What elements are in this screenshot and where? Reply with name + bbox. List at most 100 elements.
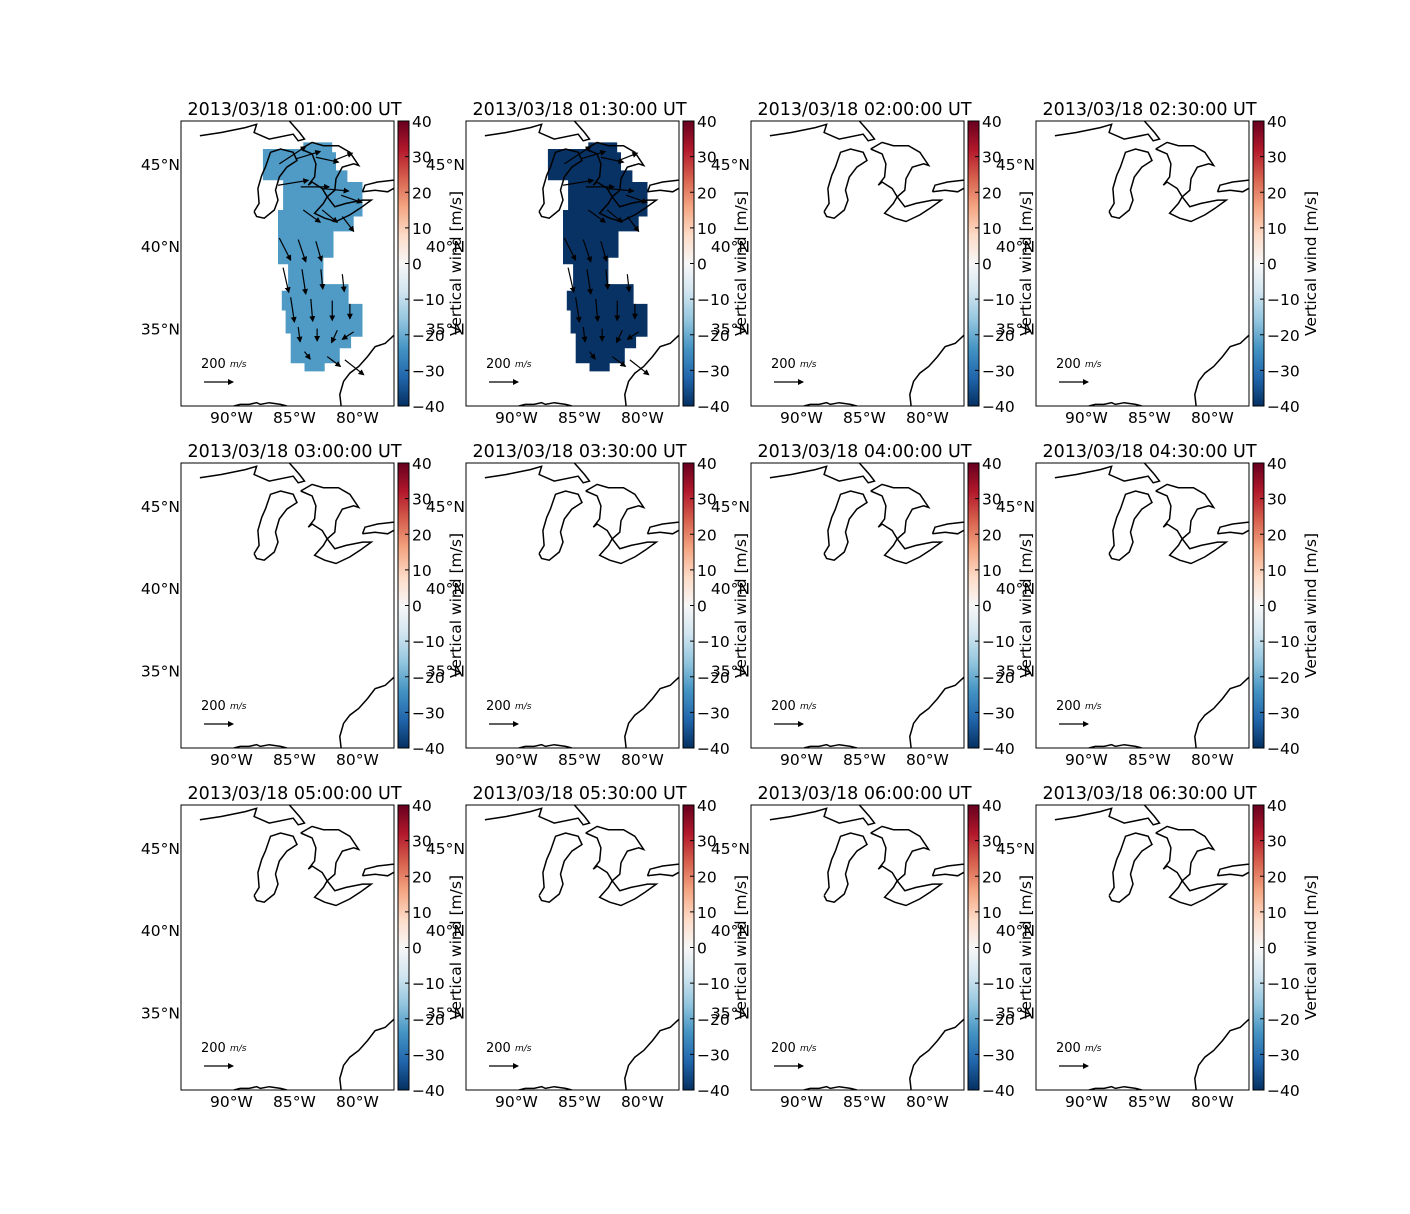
colorbar-tick-label: −30 [697, 704, 730, 722]
wind-vector [563, 145, 592, 165]
wind-vector [278, 237, 292, 262]
wind-vector [611, 356, 627, 368]
map-layer [769, 121, 964, 406]
wind-vector [315, 156, 340, 165]
colorbar-tick-label: −30 [412, 704, 445, 722]
wind-vector [563, 237, 577, 262]
lat-tick-label: 35°N [141, 663, 180, 681]
axes-frame [1035, 120, 1250, 407]
wind-vector [594, 298, 601, 323]
map-panel: 2013/03/18 03:30:00 UT 200 m/s 90°W 85°W 80°… [426, 442, 750, 769]
map-layer [199, 463, 394, 748]
colorbar-tick-label: 30 [1267, 149, 1287, 167]
map-panel: 2013/03/18 01:00:00 UT 200 m/s 90°W 85°W 80°… [141, 100, 465, 427]
map-panel: 2013/03/18 05:00:00 UT 200 m/s 90°W 85°W 80°… [141, 784, 465, 1111]
lon-tick-label: 85°W [843, 409, 886, 427]
coastline [803, 743, 858, 748]
wind-vector [581, 326, 588, 343]
coastline [1155, 141, 1216, 198]
colorbar-tick-label: −40 [982, 740, 1015, 758]
coastline [585, 141, 646, 198]
lon-tick-label: 90°W [780, 751, 823, 769]
lon-tick-label: 80°W [621, 409, 664, 427]
colorbar-tick-label: 30 [697, 833, 717, 851]
coastline [1216, 863, 1249, 877]
colorbar-tick-label: 30 [412, 149, 432, 167]
colorbar-tick-label: −10 [697, 975, 730, 993]
colorbar-label: Vertical wind [m/s] [1017, 533, 1035, 678]
quiver-key-label: 200 m/s [771, 1041, 817, 1056]
colorbar-tick-label: −40 [697, 398, 730, 416]
lon-tick-label: 80°W [336, 751, 379, 769]
colorbar-tick-label: 0 [697, 256, 707, 274]
lon-tick-label: 85°W [558, 1093, 601, 1111]
colorbar-tick-label: 30 [982, 491, 1002, 509]
panel-title: 2013/03/18 01:30:00 UT [472, 100, 686, 120]
colorbar-tick-label: −40 [1267, 398, 1300, 416]
colorbar-tick-label: 0 [412, 256, 422, 274]
wind-vector [615, 329, 623, 344]
axes-frame [1035, 804, 1250, 1091]
colorbar-tick-label: 40 [982, 113, 1002, 131]
lat-tick-label: 40°N [426, 238, 465, 256]
coastline [1216, 179, 1249, 193]
coastline [585, 825, 646, 882]
panel-title: 2013/03/18 03:00:00 UT [187, 442, 401, 462]
colorbar-label: Vertical wind [m/s] [1017, 875, 1035, 1020]
coastline [624, 676, 679, 748]
colorbar-tick-label: −20 [412, 1011, 445, 1029]
colorbar-tick-label: −30 [697, 362, 730, 380]
lon-tick-label: 80°W [906, 409, 949, 427]
coastline [233, 743, 288, 748]
coastline [253, 490, 298, 562]
axes-frame [180, 462, 395, 749]
lat-tick-label: 40°N [426, 922, 465, 940]
colorbar-tick-label: 40 [412, 797, 432, 815]
lon-tick-label: 90°W [1065, 409, 1108, 427]
lon-tick-label: 90°W [210, 1093, 253, 1111]
coastline [233, 1085, 288, 1090]
coastline [870, 141, 931, 198]
quiver-key-label: 200 m/s [1056, 357, 1102, 372]
colorbar-tick-label: −10 [982, 633, 1015, 651]
coastline [538, 148, 583, 220]
map-panel: 2013/03/18 06:30:00 UT 200 m/s 90°W 85°W 80°… [996, 784, 1320, 1111]
coastline [199, 463, 306, 484]
vertical-wind-field [262, 142, 363, 372]
colorbar-tick-label: 10 [982, 562, 1002, 580]
coastline [1194, 334, 1249, 406]
coastline [1155, 483, 1216, 540]
axes-frame [750, 120, 965, 407]
coastline [313, 538, 374, 565]
lat-tick-label: 45°N [426, 156, 465, 174]
coastline [1168, 538, 1229, 565]
panel-title: 2013/03/18 04:30:00 UT [1042, 442, 1256, 462]
colorbar-tick-label: −20 [1267, 1011, 1300, 1029]
colorbar-tick-label: 20 [412, 868, 432, 886]
coastline [646, 521, 679, 535]
colorbar-tick-label: 20 [1267, 184, 1287, 202]
wind-vector [340, 194, 363, 204]
colorbar-label: Vertical wind [m/s] [447, 191, 465, 336]
wind-vector [586, 269, 593, 295]
colorbar-tick-label: 40 [1267, 455, 1287, 473]
wind-vector [587, 209, 607, 223]
colorbar-tick-label: −10 [982, 975, 1015, 993]
coastline [1194, 676, 1249, 748]
colorbar-tick-label: 20 [1267, 526, 1287, 544]
map-layer [484, 121, 679, 406]
quiver-key-label: 200 m/s [1056, 1041, 1102, 1056]
colorbar-tick-label: −40 [412, 1082, 445, 1100]
wind-vector [582, 239, 593, 263]
colorbar-tick-label: 20 [697, 526, 717, 544]
colorbar-tick-label: 10 [412, 220, 432, 238]
colorbar-tick-label: 20 [982, 526, 1002, 544]
colorbar-tick-label: 0 [412, 940, 422, 958]
axes-frame [750, 462, 965, 749]
lat-tick-label: 35°N [996, 663, 1035, 681]
coastline [646, 179, 679, 193]
panel-title: 2013/03/18 05:30:00 UT [472, 784, 686, 804]
lat-tick-label: 45°N [141, 840, 180, 858]
colorbar-tick-label: −30 [982, 1046, 1015, 1064]
lon-tick-label: 80°W [336, 409, 379, 427]
